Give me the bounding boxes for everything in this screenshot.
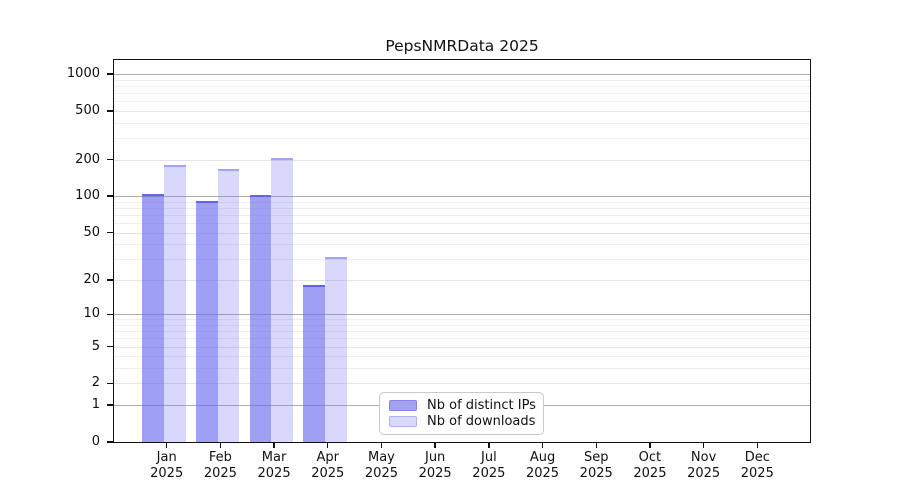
chart-title: PepsNMRData 2025 [385,37,539,55]
plot-area [113,59,811,443]
x-tick-mark [756,443,758,448]
x-tick-mark [595,443,597,448]
y-tick-label: 0 [91,434,100,449]
y-tick-label: 10 [83,306,100,322]
y-tick-mark [107,441,113,443]
bar-downloads-jan [163,165,186,442]
minor-gridline-70 [113,214,811,216]
y-tick-mark [107,279,113,281]
x-tick-mark [273,443,275,448]
x-tick-mark [541,443,544,448]
legend: Nb of distinct IPs Nb of downloads [379,392,544,435]
y-tick-mark [107,110,113,112]
bar-distinct-ips-feb [195,200,218,442]
legend-swatch-downloads [389,416,417,428]
legend-item-distinct-ips: Nb of distinct IPs [389,397,536,413]
gridline-100 [113,196,811,198]
x-tick-mark [702,443,705,448]
legend-label: Nb of downloads [427,414,536,430]
x-tick-label: Jan 2025 [150,450,184,481]
bar-distinct-ips-apr [303,285,325,442]
legend-swatch-distinct-ips [389,399,417,411]
y-tick-mark [107,195,113,197]
minor-gridline-7 [113,331,811,333]
x-tick-label: Jul 2025 [472,450,506,481]
bar-downloads-feb [217,168,240,442]
y-tick-label: 2 [91,375,100,391]
minor-gridline-9 [113,319,811,321]
y-tick-label: 5 [91,338,100,354]
minor-gridline-700 [113,92,811,94]
bar-distinct-ips-jan [142,193,164,442]
x-tick-label: Dec 2025 [740,450,774,481]
y-tick-label: 1000 [66,66,100,81]
bar-distinct-ips-mar [249,194,272,442]
minor-gridline-60 [113,223,811,225]
x-tick-mark [219,443,222,448]
y-tick-mark [107,382,113,385]
legend-label: Nb of distinct IPs [427,397,536,413]
minor-gridline-300 [113,138,811,139]
minor-gridline-3 [113,368,811,370]
x-tick-label: Nov 2025 [687,450,721,481]
y-tick-label: 100 [75,188,100,204]
x-tick-mark [327,443,329,448]
minor-gridline-90 [113,201,811,203]
bar-downloads-mar [271,157,293,442]
y-tick-label: 50 [83,224,100,240]
x-tick-label: Oct 2025 [633,450,667,481]
x-tick-label: Jun 2025 [418,450,452,481]
minor-gridline-900 [113,79,811,81]
gridline-5 [113,346,811,348]
minor-gridline-800 [113,85,811,87]
minor-gridline-80 [113,207,811,209]
gridline-2 [113,383,811,385]
x-tick-mark [434,443,436,448]
gridline-20 [113,279,811,281]
gridline-500 [113,110,811,112]
x-tick-label: May 2025 [364,450,398,481]
minor-gridline-8 [113,324,811,326]
y-tick-label: 500 [75,102,100,118]
x-tick-label: Sep 2025 [579,450,613,481]
gridline-10 [113,314,811,316]
y-tick-mark [107,231,113,234]
legend-item-downloads: Nb of downloads [389,414,536,430]
gridline-1000 [113,74,811,75]
y-tick-mark [107,313,113,315]
bar-downloads-apr [324,257,347,442]
x-tick-mark [165,443,168,448]
x-tick-label: Apr 2025 [311,450,345,481]
y-tick-mark [107,345,113,348]
x-tick-mark [380,443,383,448]
y-tick-label: 1 [91,397,100,413]
y-tick-mark [107,158,113,161]
x-tick-label: Mar 2025 [257,450,291,481]
x-tick-mark [649,443,651,448]
minor-gridline-4 [113,356,811,358]
minor-gridline-6 [113,338,811,340]
y-tick-label: 20 [83,271,100,287]
grid-layer [113,59,811,443]
y-tick-mark [107,404,113,406]
y-tick-label: 200 [75,151,100,167]
x-tick-label: Aug 2025 [525,450,560,481]
gridline-50 [113,232,811,234]
y-tick-mark [107,73,113,75]
bars-layer [113,59,811,443]
minor-gridline-30 [113,259,811,261]
gridline-200 [113,159,811,161]
minor-gridline-40 [113,244,811,246]
minor-gridline-600 [113,101,811,103]
x-tick-label: Feb 2025 [203,450,237,481]
x-tick-mark [488,443,490,448]
minor-gridline-400 [113,122,811,124]
